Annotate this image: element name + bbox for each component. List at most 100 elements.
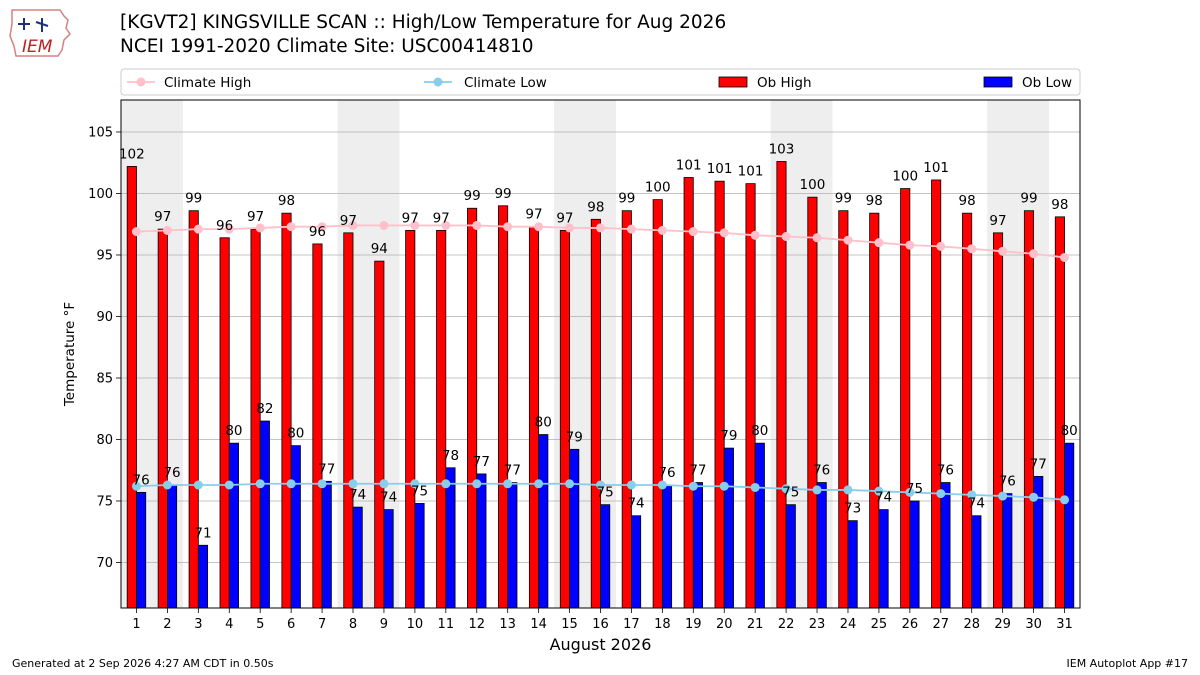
climate-high-point [998,246,1008,256]
x-tick-label: 30 [1025,617,1042,632]
ob-low-bar [1002,493,1013,609]
ob-high-bar [281,212,292,609]
legend-climate-low-label: Climate Low [464,75,547,91]
x-axis-title: August 2026 [550,635,652,654]
ob-high-label: 97 [247,209,264,225]
climate-high-point [905,240,915,250]
climate-low-point [596,480,605,490]
x-tick-label: 15 [561,617,578,632]
x-tick-label: 21 [747,617,764,632]
climate-high-point [626,224,636,234]
x-tick-label: 26 [902,617,919,632]
ob-low-label: 76 [999,474,1016,490]
x-tick-label: 4 [225,617,233,632]
climate-low-point [1060,495,1070,505]
climate-high-point [843,235,853,245]
climate-high-point [596,223,605,233]
ob-low-label: 77 [318,461,335,477]
ob-low-bar [228,442,239,609]
ob-high-label: 98 [866,193,883,209]
ob-high-bar [498,205,509,609]
ob-high-label: 103 [769,142,795,158]
y-tick-label: 105 [88,125,113,140]
ob-low-bar [352,506,363,609]
climate-high-point [286,222,296,232]
ob-high-label: 97 [556,210,573,226]
ob-high-bar [374,260,385,609]
x-tick-label: 28 [963,617,980,632]
ob-low-bar [383,509,394,609]
legend-ob-low-swatch [983,76,1013,88]
ob-high-label: 99 [464,188,481,204]
chart-title: [KGVT2] KINGSVILLE SCAN :: High/Low Temp… [120,12,727,33]
ob-low-label: 74 [380,490,397,506]
ob-high-label: 101 [923,160,949,176]
ob-high-bar [590,218,601,609]
ob-low-bar [785,504,796,609]
climate-low-point [750,482,760,492]
ob-low-label: 71 [194,525,211,541]
x-tick-label: 16 [592,617,609,632]
climate-low-point [626,480,636,490]
x-tick-label: 7 [318,617,326,632]
ob-low-label: 76 [163,465,180,481]
ob-high-bar [312,243,323,609]
climate-low-point [781,484,791,494]
x-tick-label: 24 [840,617,857,632]
ob-low-bar [414,503,425,609]
ob-low-bar [971,515,982,609]
climate-low-point [719,481,729,491]
ob-high-bar [188,210,199,609]
ob-low-bar [816,482,827,609]
ob-low-bar [321,480,332,609]
climate-high-point [812,233,822,243]
ob-low-bar [754,442,765,609]
x-tick-label: 20 [716,617,733,632]
climate-low-point [317,479,327,489]
ob-high-bar [1023,210,1034,609]
legend[interactable]: Climate High Climate Low Ob High Ob Low [120,68,1081,96]
x-tick-label: 18 [654,617,671,632]
x-tick-label: 9 [380,617,388,632]
climate-high-point [750,230,760,240]
ob-low-label: 75 [906,481,923,497]
x-tick-label: 11 [438,617,455,632]
climate-high-point [565,223,575,233]
ob-low-bar [723,447,734,609]
ob-high-bar [745,183,756,609]
x-tick-label: 10 [407,617,424,632]
ob-high-bar [467,207,478,609]
climate-low-point [162,480,172,490]
bars [126,161,1075,609]
logo-text: IEM [22,37,53,57]
x-tick-label: 3 [194,617,202,632]
climate-high-point [936,241,946,251]
climate-high-point [193,224,203,234]
ob-low-label: 78 [442,448,459,464]
climate-low-point [657,480,667,490]
ob-high-bar [714,180,725,609]
climate-high-point [688,227,698,237]
x-tick-label: 14 [530,617,547,632]
legend-climate-high-label: Climate High [164,75,251,91]
ob-high-label: 101 [676,157,702,173]
climate-high-point [657,225,667,235]
ob-high-bar [559,229,570,609]
ob-low-bar [909,500,920,609]
ob-low-bar [569,448,580,609]
ob-low-bar [1064,442,1075,609]
ob-low-bar [878,509,889,609]
climate-high-point [967,244,977,254]
chart-subtitle: NCEI 1991-2020 Climate Site: USC00414810 [120,36,534,57]
ob-low-label: 77 [689,463,706,479]
y-tick-label: 90 [96,310,113,325]
climate-high-point [874,238,884,248]
ob-high-bar [962,212,973,609]
climate-low-point [286,479,296,489]
ob-high-label: 97 [154,209,171,225]
iem-logo: IEM [9,9,71,57]
x-tick-label: 23 [809,617,826,632]
climate-high-point [472,220,482,230]
climate-high-point [503,222,513,232]
